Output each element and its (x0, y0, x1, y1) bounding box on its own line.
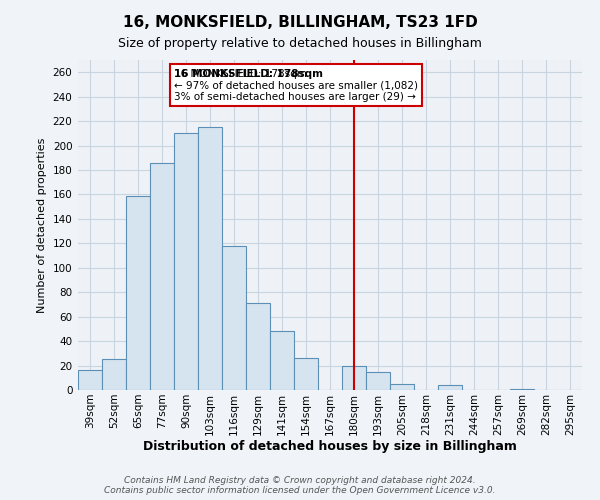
Bar (294, 358, 318, 390)
Bar (198, 127, 222, 390)
Text: 16 MONKSFIELD: 178sqm
← 97% of detached houses are smaller (1,082)
3% of semi-de: 16 MONKSFIELD: 178sqm ← 97% of detached … (174, 68, 418, 102)
Y-axis label: Number of detached properties: Number of detached properties (37, 138, 47, 312)
Bar (246, 303, 270, 390)
Bar (390, 384, 414, 390)
Bar (438, 385, 462, 390)
Text: 16, MONKSFIELD, BILLINGHAM, TS23 1FD: 16, MONKSFIELD, BILLINGHAM, TS23 1FD (122, 15, 478, 30)
Bar (366, 372, 390, 390)
Bar (126, 196, 150, 390)
Bar (342, 366, 366, 390)
Text: Contains HM Land Registry data © Crown copyright and database right 2024.
Contai: Contains HM Land Registry data © Crown c… (104, 476, 496, 495)
Bar (102, 360, 126, 390)
Bar (510, 389, 534, 390)
Bar (270, 332, 294, 390)
Text: Size of property relative to detached houses in Billingham: Size of property relative to detached ho… (118, 38, 482, 51)
X-axis label: Distribution of detached houses by size in Billingham: Distribution of detached houses by size … (143, 440, 517, 454)
Text: 16 MONKSFIELD: 178sqm: 16 MONKSFIELD: 178sqm (174, 68, 323, 78)
Bar (78, 370, 102, 390)
Bar (150, 162, 174, 390)
Bar (222, 246, 246, 390)
Bar (174, 134, 198, 390)
